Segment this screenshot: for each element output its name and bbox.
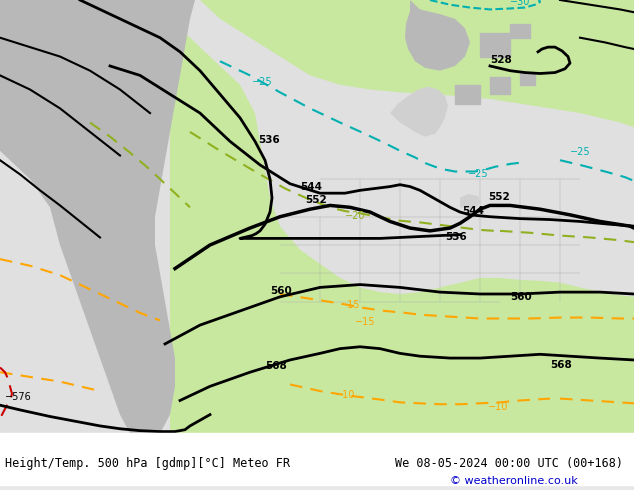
Text: −576: −576	[5, 392, 32, 402]
Polygon shape	[170, 0, 634, 434]
Text: © weatheronline.co.uk: © weatheronline.co.uk	[450, 476, 578, 486]
Bar	[480, 33, 510, 56]
Text: −10: −10	[335, 390, 356, 400]
Bar	[0, 0, 634, 434]
Text: −15: −15	[340, 300, 361, 310]
Text: 568: 568	[550, 360, 572, 369]
Polygon shape	[460, 194, 480, 209]
Text: 560: 560	[270, 286, 292, 296]
Polygon shape	[390, 87, 448, 137]
Text: −30: −30	[510, 0, 531, 7]
Bar	[490, 77, 510, 94]
Polygon shape	[0, 0, 195, 434]
Text: 528: 528	[490, 55, 512, 65]
Bar	[510, 24, 530, 38]
Bar	[520, 74, 535, 85]
Text: 560: 560	[510, 292, 532, 302]
Bar	[0, 434, 634, 485]
Text: 544: 544	[300, 182, 322, 193]
Text: −10: −10	[488, 402, 508, 412]
Text: −25: −25	[570, 147, 591, 156]
Text: 568: 568	[265, 362, 287, 371]
Text: −15: −15	[355, 317, 375, 327]
Text: We 08-05-2024 00:00 UTC (00+168): We 08-05-2024 00:00 UTC (00+168)	[395, 457, 623, 470]
Text: 552: 552	[305, 195, 327, 205]
Polygon shape	[200, 0, 634, 127]
Text: 536: 536	[445, 232, 467, 242]
Text: 536: 536	[258, 135, 280, 145]
Text: −20: −20	[345, 211, 365, 220]
Text: 544: 544	[462, 206, 484, 216]
Text: −25: −25	[252, 77, 273, 87]
Text: 552: 552	[488, 192, 510, 202]
Polygon shape	[405, 0, 470, 71]
Text: Height/Temp. 500 hPa [gdmp][°C] Meteo FR: Height/Temp. 500 hPa [gdmp][°C] Meteo FR	[5, 457, 290, 470]
Bar	[455, 85, 480, 104]
Text: −25: −25	[468, 169, 489, 179]
